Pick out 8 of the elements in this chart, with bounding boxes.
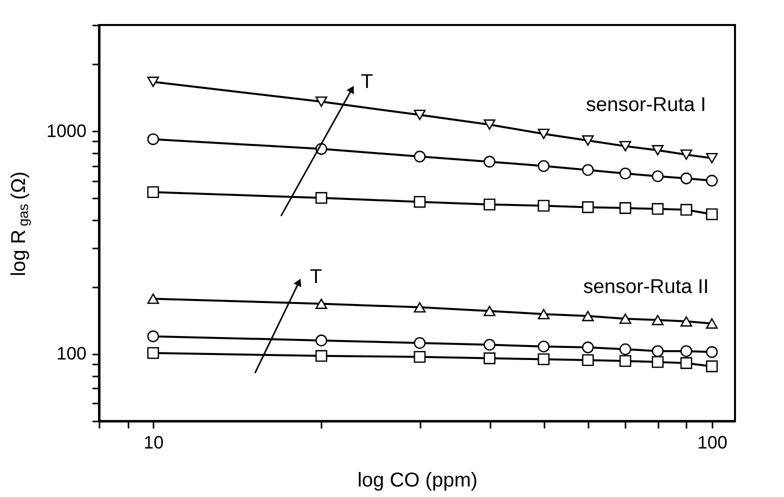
x-axis-title: log CO (ppm)	[357, 470, 478, 492]
annotation: sensor-Ruta I	[586, 94, 706, 116]
annotation: sensor-Ruta II	[583, 276, 709, 298]
y-tick-label: 1000	[46, 120, 86, 141]
annotation: T	[310, 266, 322, 288]
y-axis-title: log Rgas (Ω)	[8, 171, 31, 276]
x-tick-label: 10	[144, 432, 164, 452]
annotation: T	[360, 71, 374, 93]
